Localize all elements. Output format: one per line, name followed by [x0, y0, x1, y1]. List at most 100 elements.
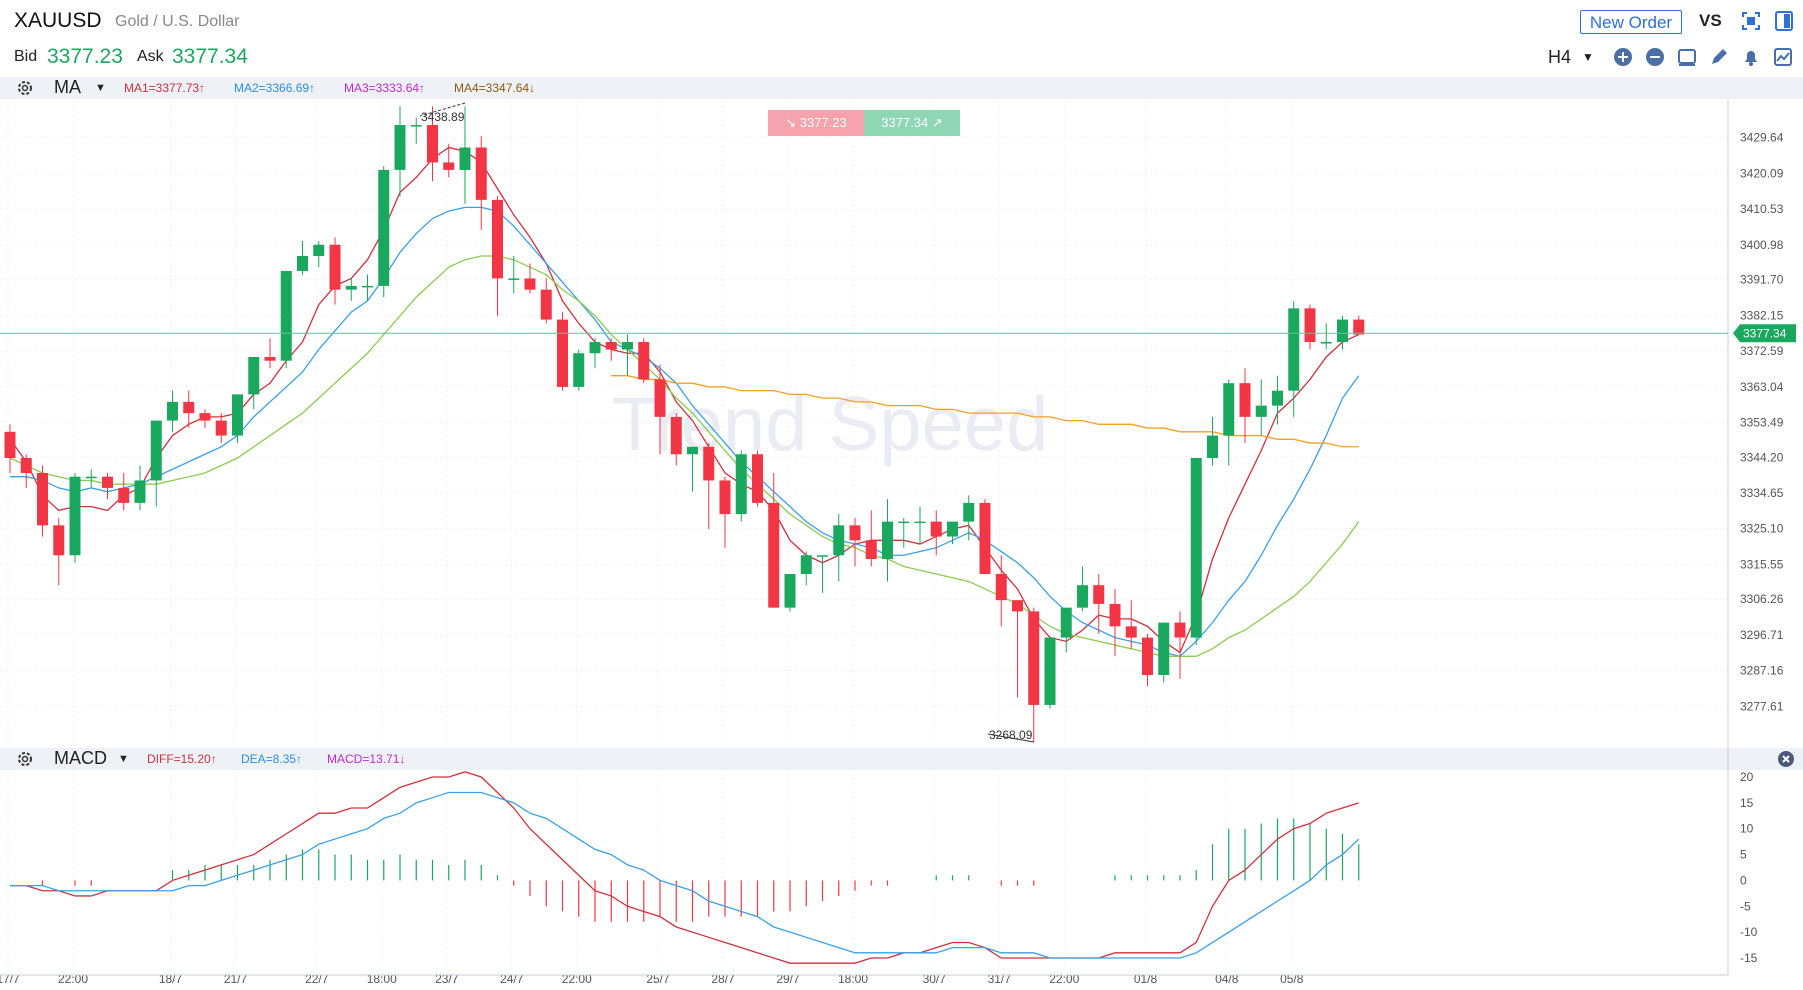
candle-body	[102, 476, 113, 488]
candle-body	[898, 521, 910, 524]
candle-body	[20, 458, 32, 473]
zoom-in-icon[interactable]	[1612, 46, 1634, 68]
time-tick-label: 28/7	[711, 972, 735, 986]
candle-body	[329, 244, 341, 290]
macd-tick-label: 20	[1740, 770, 1754, 784]
macd-indicator-name[interactable]: MACD	[54, 748, 107, 768]
time-tick-label: 29/7	[776, 972, 800, 986]
candle-body	[849, 525, 861, 541]
price-tick-label: 3382.15	[1740, 308, 1784, 322]
sell-price: 3377.23	[799, 115, 847, 130]
timeframe-select[interactable]: H4	[1548, 47, 1572, 67]
macd-settings-gear-icon[interactable]	[15, 749, 35, 769]
chart-type-icon[interactable]	[1676, 46, 1698, 68]
macd-indicator-bar: MACD ▼ DIFF=15.20↑ DEA=8.35↑ MACD=13.71↓	[0, 748, 1803, 770]
candle-body	[280, 270, 292, 361]
panel-toggle-icon[interactable]	[1773, 10, 1795, 32]
candle-body	[1239, 383, 1251, 417]
macd-tick-label: 10	[1740, 822, 1754, 836]
macd-tick-label: 0	[1740, 873, 1747, 887]
diff-legend: DIFF=15.20↑	[147, 752, 217, 766]
candle-body	[719, 480, 731, 515]
candle-body	[134, 480, 146, 503]
time-tick-label: 18/7	[159, 972, 183, 986]
price-tick-label: 3344.20	[1740, 450, 1784, 464]
ma-caret-icon[interactable]: ▼	[95, 82, 106, 94]
time-tick-label: 24/7	[500, 972, 524, 986]
indicator-icon[interactable]	[1772, 46, 1794, 68]
candle-body	[914, 521, 926, 524]
ma1-legend: MA1=3377.73↑	[124, 81, 206, 95]
vs-button[interactable]: VS	[1699, 11, 1722, 30]
ma2-legend: MA2=3366.69↑	[234, 81, 316, 95]
price-tick-label: 3306.26	[1740, 592, 1784, 606]
time-tick-label: 31/7	[988, 972, 1012, 986]
candle-body	[345, 285, 357, 290]
candle-body	[1288, 308, 1300, 391]
alert-bell-icon[interactable]	[1740, 46, 1762, 68]
candle-body	[752, 454, 763, 503]
macd-tick-label: -15	[1740, 951, 1758, 965]
candle-body	[1093, 585, 1105, 604]
ma-indicator-name[interactable]: MA	[54, 77, 81, 97]
price-tick-label: 3325.10	[1740, 522, 1784, 536]
ma-indicator-bar: MA ▼ MA1=3377.73↑ MA2=3366.69↑ MA3=3333.…	[0, 77, 1803, 99]
high-price-label: 3438.89	[421, 110, 465, 124]
candle-body	[833, 525, 845, 556]
candle-body	[1223, 383, 1235, 436]
draw-pencil-icon[interactable]	[1708, 46, 1730, 68]
candle-body	[605, 342, 617, 350]
candle-body	[69, 476, 81, 556]
ma-line-ma4	[611, 375, 1359, 448]
candle-body	[248, 356, 260, 395]
candle-body	[622, 342, 633, 350]
price-tick-label: 3420.09	[1740, 166, 1784, 180]
candle-body	[1077, 585, 1088, 608]
time-tick-label: 22/7	[305, 972, 329, 986]
new-order-button[interactable]: New Order	[1580, 10, 1682, 34]
time-tick-label: 22:00	[58, 972, 88, 986]
candle-body	[703, 446, 715, 481]
time-tick-label: 22:00	[1049, 972, 1079, 986]
candle-body	[768, 502, 780, 608]
low-price-label: 3268.09	[989, 728, 1033, 742]
close-macd-icon[interactable]	[1777, 750, 1795, 768]
price-tick-label: 3334.65	[1740, 486, 1784, 500]
zoom-out-icon[interactable]	[1644, 46, 1666, 68]
price-tick-label: 3277.61	[1740, 699, 1784, 713]
candle-body	[85, 476, 97, 479]
current-price-tag	[1733, 324, 1796, 343]
macd-dea-line	[10, 791, 1360, 959]
timeframe-caret-icon[interactable]: ▼	[1582, 50, 1594, 64]
candle-body	[1190, 458, 1202, 638]
candle-body	[150, 420, 162, 481]
header: XAUUSD Gold / U.S. Dollar Bid 3377.23 As…	[0, 0, 1803, 76]
candle-body	[1337, 319, 1348, 343]
price-tick-label: 3315.55	[1740, 557, 1784, 571]
candle-body	[1142, 637, 1153, 675]
time-tick-label: 01/8	[1134, 972, 1158, 986]
candle-body	[1044, 637, 1056, 705]
price-tick-label: 3296.71	[1740, 628, 1784, 642]
sell-price-button[interactable]: ↘ 3377.23	[768, 110, 864, 136]
candle-body	[865, 540, 877, 560]
candle-body	[1125, 626, 1137, 638]
fullscreen-icon[interactable]	[1740, 10, 1762, 32]
candle-body	[1158, 622, 1170, 675]
candle-body	[264, 356, 276, 361]
macd-caret-icon[interactable]: ▼	[118, 753, 129, 765]
candle-body	[1320, 342, 1332, 344]
buy-price-button[interactable]: 3377.34 ↗	[864, 110, 960, 136]
price-tick-label: 3372.59	[1740, 344, 1784, 358]
candle-body	[573, 353, 585, 387]
time-tick-label: 18:00	[838, 972, 868, 986]
settings-gear-icon[interactable]	[15, 78, 35, 98]
candle-body	[410, 125, 422, 127]
time-tick-label: 22:00	[562, 972, 592, 986]
candle-body	[670, 416, 682, 455]
ma4-legend: MA4=3347.64↓	[454, 81, 536, 95]
candle-body	[947, 521, 958, 537]
macd-tick-label: -5	[1740, 899, 1751, 913]
candle-body	[800, 555, 812, 574]
